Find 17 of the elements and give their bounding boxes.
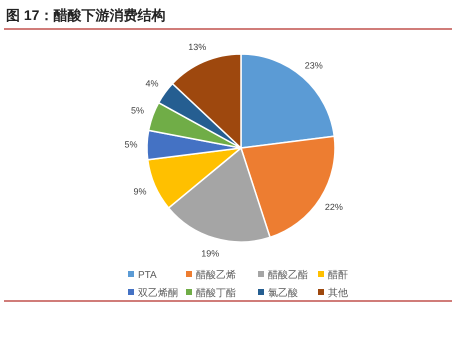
data-label: 13% [188, 42, 206, 52]
legend-label: 醋酸乙烯 [196, 269, 236, 281]
data-label: 9% [134, 186, 147, 197]
data-label: 5% [124, 140, 138, 150]
legend-label: 醋酸丁酯 [196, 287, 236, 299]
data-label: 5% [130, 106, 144, 116]
legend-label: 醋酐 [328, 269, 348, 281]
legend-label: 双乙烯酮 [138, 287, 178, 299]
legend-label: 其他 [328, 287, 348, 299]
data-label: 23% [304, 60, 323, 70]
chart-title: 图 17：醋酸下游消费结构 [6, 7, 166, 23]
legend-label: 醋酸乙酯 [268, 269, 308, 281]
legend-label: 氯乙酸 [268, 287, 298, 299]
legend-label: PTA [138, 270, 158, 281]
data-label: 19% [201, 248, 220, 259]
data-label: 4% [146, 78, 159, 88]
data-label: 22% [324, 202, 343, 212]
